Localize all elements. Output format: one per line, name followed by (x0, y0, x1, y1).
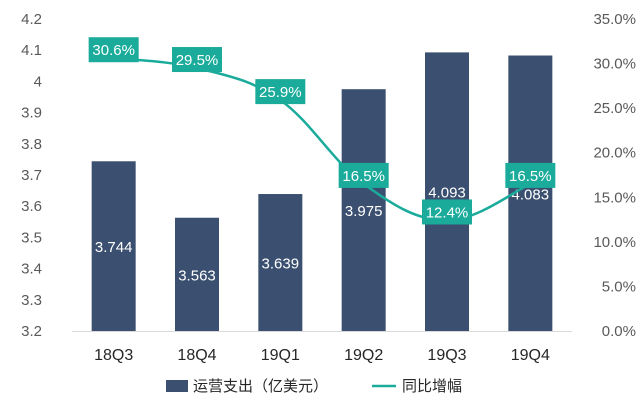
bar (258, 194, 303, 331)
line-point-label: 16.5% (505, 162, 556, 188)
legend: 运营支出（亿美元） 同比增幅 (166, 377, 462, 395)
line-label-box (338, 162, 389, 188)
right-tick-label: 0.0% (602, 323, 636, 340)
bar (91, 161, 136, 331)
right-tick-label: 30.0% (593, 56, 636, 73)
line-value-label: 16.5% (342, 168, 385, 185)
left-tick-label: 3.2 (21, 323, 42, 340)
category-label: 18Q4 (177, 347, 216, 364)
line-value-label: 12.4% (426, 204, 469, 221)
bar (175, 217, 219, 331)
bar-value-label: 4.083 (512, 186, 550, 203)
line-label-box (88, 37, 139, 63)
left-tick-label: 3.6 (21, 198, 42, 215)
left-tick-label: 4.1 (21, 42, 42, 59)
right-tick-label: 5.0% (602, 278, 636, 295)
line-point-label: 25.9% (255, 79, 306, 105)
bar (341, 89, 386, 331)
left-tick-label: 4 (34, 73, 42, 90)
left-tick-label: 3.5 (21, 229, 42, 246)
right-tick-label: 20.0% (593, 145, 636, 162)
right-tick-label: 10.0% (593, 234, 636, 251)
line-point-label: 12.4% (422, 199, 472, 225)
left-axis: 3.2 3.3 3.4 3.5 3.6 3.7 3.8 3.9 4 4.1 4.2 (21, 11, 42, 340)
bar (425, 52, 469, 331)
legend-label-line: 同比增幅 (402, 377, 462, 395)
line-label-box (172, 47, 222, 73)
line-label-box (505, 162, 556, 188)
legend-item-bars: 运营支出（亿美元） (166, 377, 328, 395)
right-tick-label: 35.0% (593, 11, 636, 28)
line-label-box (255, 79, 306, 105)
right-axis: 0.0% 5.0% 10.0% 15.0% 20.0% 25.0% 30.0% 35.0% (593, 11, 636, 340)
right-tick-label: 25.0% (593, 100, 636, 117)
left-tick-label: 3.4 (21, 261, 42, 278)
line-value-label: 29.5% (176, 52, 219, 69)
category-label: 18Q3 (94, 347, 133, 364)
line-value-label: 16.5% (509, 168, 552, 185)
line-point-label: 30.6% (88, 37, 139, 63)
left-tick-label: 3.7 (21, 167, 42, 184)
category-label: 19Q3 (427, 347, 466, 364)
category-axis: 18Q3 18Q4 19Q1 19Q2 19Q3 19Q4 (94, 347, 550, 364)
line-point-label: 16.5% (338, 162, 389, 188)
line-value-label: 30.6% (92, 42, 135, 59)
left-tick-label: 3.8 (21, 136, 42, 153)
legend-swatch-bars (166, 380, 188, 392)
bar-value-label: 3.639 (262, 256, 300, 273)
left-tick-label: 3.9 (21, 105, 42, 122)
line-value-label: 25.9% (259, 84, 302, 101)
category-label: 19Q4 (511, 347, 550, 364)
bar-value-label: 3.975 (345, 203, 383, 220)
bar-series: 3.744 3.563 3.639 3.975 4.093 4.083 (72, 52, 572, 332)
bar-value-label: 4.093 (428, 185, 466, 202)
bar-value-label: 3.563 (178, 267, 216, 284)
line-label-box (422, 199, 472, 225)
bar-value-label: 3.744 (95, 239, 133, 256)
left-tick-label: 4.2 (21, 11, 42, 28)
legend-item-line: 同比增幅 (372, 377, 462, 395)
line-point-label: 29.5% (172, 47, 222, 73)
category-label: 19Q2 (344, 347, 383, 364)
line-labels: 30.6% 29.5% 25.9% 16.5% 12.4% 16.5% (88, 37, 556, 225)
category-label: 19Q1 (261, 347, 300, 364)
right-tick-label: 15.0% (593, 189, 636, 206)
legend-label-bars: 运营支出（亿美元） (193, 377, 328, 395)
left-tick-label: 3.3 (21, 292, 42, 309)
